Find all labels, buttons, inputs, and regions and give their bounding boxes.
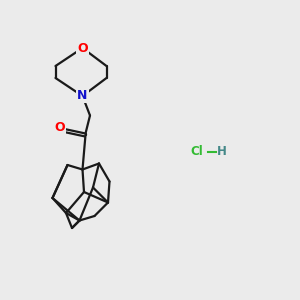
Text: O: O — [77, 41, 88, 55]
Text: H: H — [217, 145, 227, 158]
Text: O: O — [55, 121, 65, 134]
Text: Cl: Cl — [190, 145, 203, 158]
Text: N: N — [77, 89, 88, 103]
